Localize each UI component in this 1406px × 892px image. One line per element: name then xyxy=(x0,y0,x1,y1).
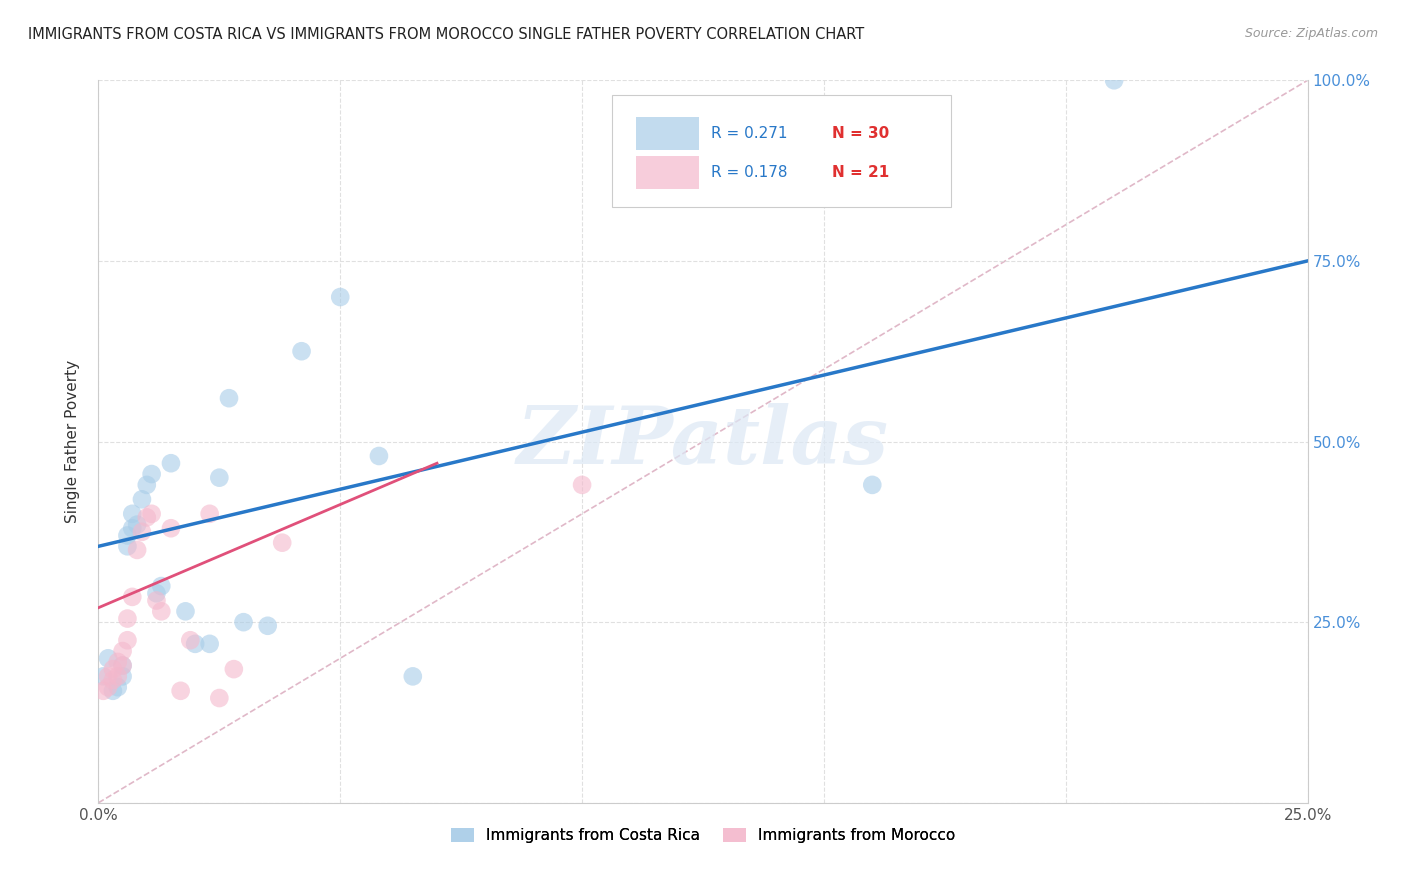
Point xyxy=(222,662,245,676)
Text: R = 0.178: R = 0.178 xyxy=(711,165,787,179)
Point xyxy=(174,604,197,618)
Point xyxy=(169,683,191,698)
Point xyxy=(571,478,593,492)
Point xyxy=(141,467,163,481)
Y-axis label: Single Father Poverty: Single Father Poverty xyxy=(65,360,80,523)
Point xyxy=(97,651,120,665)
Point xyxy=(101,683,124,698)
Point xyxy=(121,521,143,535)
Point xyxy=(107,655,129,669)
Point xyxy=(111,658,134,673)
Point xyxy=(368,449,391,463)
Point xyxy=(256,619,278,633)
Point xyxy=(218,391,240,405)
Point xyxy=(127,542,149,557)
Text: IMMIGRANTS FROM COSTA RICA VS IMMIGRANTS FROM MOROCCO SINGLE FATHER POVERTY CORR: IMMIGRANTS FROM COSTA RICA VS IMMIGRANTS… xyxy=(28,27,865,42)
Point xyxy=(1102,73,1125,87)
Point xyxy=(135,510,157,524)
Point xyxy=(271,535,294,549)
Text: N = 21: N = 21 xyxy=(832,165,890,179)
Point xyxy=(107,669,129,683)
Point xyxy=(127,517,149,532)
Point xyxy=(97,669,120,683)
Point xyxy=(184,637,207,651)
Point xyxy=(145,586,167,600)
Point xyxy=(198,637,221,651)
Point xyxy=(860,478,883,492)
Point xyxy=(131,492,153,507)
Text: ZIPatlas: ZIPatlas xyxy=(517,403,889,480)
Point xyxy=(131,524,153,539)
Point xyxy=(179,633,201,648)
Point xyxy=(101,673,124,687)
Point xyxy=(160,456,183,470)
Point xyxy=(141,507,163,521)
Point xyxy=(232,615,254,630)
Point xyxy=(150,604,173,618)
Point xyxy=(117,611,139,625)
Point xyxy=(208,691,231,706)
Point xyxy=(145,593,167,607)
Text: N = 30: N = 30 xyxy=(832,126,890,141)
Point xyxy=(117,528,139,542)
Point xyxy=(329,290,352,304)
Point xyxy=(290,344,312,359)
Point xyxy=(135,478,157,492)
FancyBboxPatch shape xyxy=(637,117,699,150)
Point xyxy=(117,633,139,648)
Point xyxy=(160,521,183,535)
Point xyxy=(97,680,120,694)
Point xyxy=(111,644,134,658)
Point xyxy=(111,658,134,673)
Point xyxy=(121,590,143,604)
FancyBboxPatch shape xyxy=(637,155,699,189)
Point xyxy=(198,507,221,521)
Text: Source: ZipAtlas.com: Source: ZipAtlas.com xyxy=(1244,27,1378,40)
Point xyxy=(208,470,231,484)
Point xyxy=(150,579,173,593)
Point xyxy=(121,507,143,521)
Point xyxy=(117,539,139,553)
Point xyxy=(107,680,129,694)
FancyBboxPatch shape xyxy=(613,95,950,207)
Point xyxy=(91,669,114,683)
Text: R = 0.271: R = 0.271 xyxy=(711,126,787,141)
Point xyxy=(91,683,114,698)
Point xyxy=(402,669,425,683)
Point xyxy=(101,662,124,676)
Legend: Immigrants from Costa Rica, Immigrants from Morocco: Immigrants from Costa Rica, Immigrants f… xyxy=(444,822,962,849)
Point xyxy=(111,669,134,683)
